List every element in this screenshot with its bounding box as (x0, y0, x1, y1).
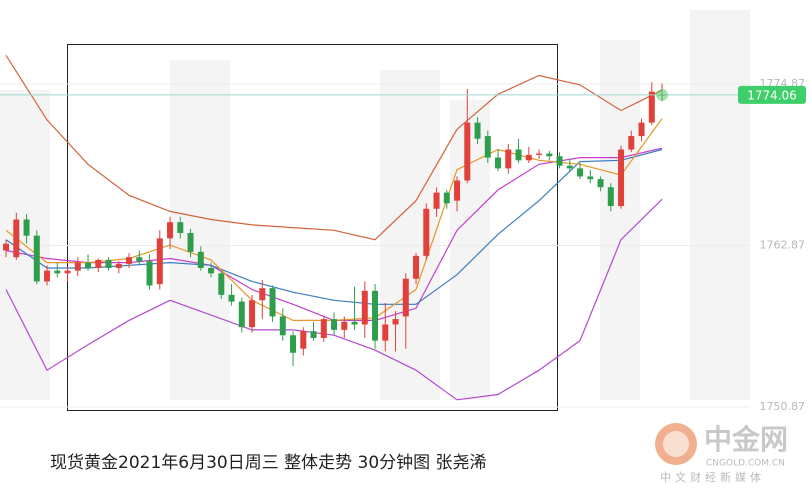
candle-body (187, 232, 194, 252)
candle-body (23, 219, 30, 236)
candle-body (587, 176, 594, 180)
candle-body (433, 192, 440, 209)
candle-body (351, 321, 358, 325)
candle-body (320, 319, 327, 338)
candle-body (413, 255, 420, 279)
candle-body (290, 335, 297, 353)
candle-body (515, 149, 522, 161)
candle-body (238, 301, 245, 328)
candle-body (423, 208, 430, 256)
candle-body (577, 168, 584, 177)
candle-body (146, 261, 153, 286)
candle-body (638, 122, 645, 137)
candle-body (218, 273, 225, 295)
candle-body (74, 262, 81, 271)
candle-body (269, 288, 276, 317)
candle-body (177, 222, 184, 233)
candle-body (525, 154, 532, 161)
highlight-box (67, 44, 558, 411)
y-tick-label: 1762.87 (760, 238, 806, 251)
candle-body (208, 267, 215, 274)
indicator-line (5, 198, 663, 401)
candle-body (95, 259, 102, 268)
candle-body (618, 149, 625, 207)
candle-body (402, 278, 409, 317)
candle-body (156, 238, 163, 285)
candle-body (249, 300, 256, 328)
candle-body (228, 294, 235, 302)
candle-body (546, 153, 553, 157)
candle-body (556, 156, 563, 166)
candle-body (628, 136, 635, 150)
site: CNGOLD.COM.CN (706, 459, 785, 469)
candle-body (279, 316, 286, 336)
candle-body (167, 222, 174, 239)
candle-body (105, 259, 112, 268)
candle-body (44, 270, 51, 282)
indicator-line (5, 118, 663, 321)
candle-body (648, 91, 655, 123)
candle-body (13, 219, 20, 258)
candle-body (495, 157, 502, 169)
candle-body (310, 331, 317, 338)
candle-body (115, 263, 122, 268)
candle-body (341, 321, 348, 330)
candle-body (136, 257, 143, 262)
candle-body (382, 324, 389, 341)
candle-body (392, 319, 399, 325)
candle-body (33, 235, 40, 282)
candle-body (54, 270, 61, 274)
slogan: 中文财经新媒体 (660, 470, 765, 484)
candle-body (566, 165, 573, 169)
logo: 中金网 CNGOLD.COM.CN 中文财经新媒体 (655, 423, 788, 484)
indicator-line (5, 148, 663, 305)
candle-body (331, 319, 338, 330)
candle-body (454, 180, 461, 201)
candle-body (126, 257, 133, 264)
candle-body (505, 149, 512, 169)
candle-body (85, 262, 92, 268)
candle-body (464, 122, 471, 181)
caption: 现货黄金2021年6月30日周三 整体走势 30分钟图 张尧浠 (50, 453, 487, 473)
y-tick-label: 1750.87 (760, 400, 806, 413)
candle-body (474, 122, 481, 139)
candle-body (64, 270, 71, 274)
candle-body (484, 136, 491, 158)
candle-body (259, 288, 266, 301)
brand: 中金网 (704, 423, 788, 456)
indicator-line (5, 147, 663, 321)
current-price-tag (738, 85, 806, 104)
indicator-line (5, 54, 663, 241)
candle-body (597, 179, 604, 188)
current-price-label: 1774.06 (747, 88, 797, 102)
candle-body (361, 290, 368, 325)
candle-body (3, 243, 10, 251)
current-price-dot (656, 88, 669, 101)
candle-body (607, 187, 614, 207)
candle-body (197, 251, 204, 268)
candle-body (300, 331, 307, 349)
candle-body (372, 290, 379, 341)
candle-body (536, 153, 543, 155)
candle-body (443, 192, 450, 204)
